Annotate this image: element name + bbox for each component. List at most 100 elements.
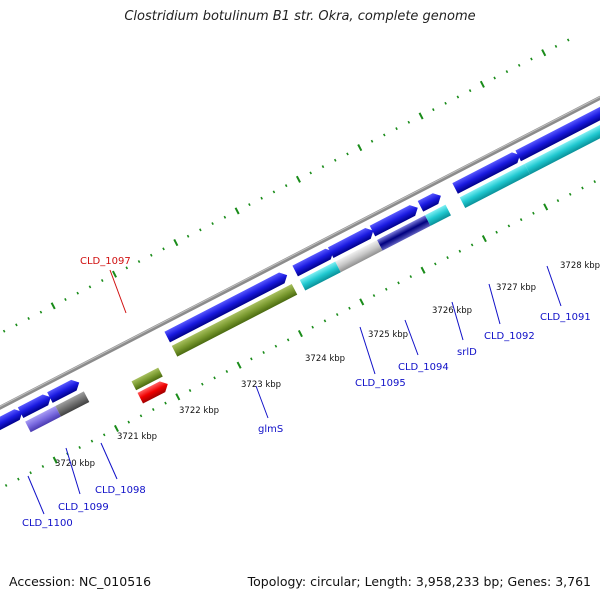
scale-tick xyxy=(211,222,214,226)
scale-tick xyxy=(17,477,20,481)
scale-tick xyxy=(201,382,204,386)
gene-CLD_1099-arrow[interactable] xyxy=(25,406,61,433)
scale-tick xyxy=(321,165,325,169)
accession-text: Accession: NC_010516 xyxy=(9,574,152,589)
gene-label-CLD_1094[interactable]: CLD_1094 xyxy=(398,362,449,373)
scale-tick xyxy=(112,270,118,278)
scale-tick xyxy=(250,357,253,361)
scale-tick xyxy=(225,370,229,373)
scale-tick xyxy=(260,196,263,200)
gene-glmS-arrow[interactable] xyxy=(171,284,298,357)
scale-tick xyxy=(446,256,449,260)
scale-tick xyxy=(248,203,251,207)
gene-srlD-arrow[interactable] xyxy=(377,215,431,251)
inner-tick-ring xyxy=(4,180,597,487)
scale-tick xyxy=(554,44,558,48)
scale-tick xyxy=(137,260,141,264)
kbp-label: 3728 kbp xyxy=(560,261,600,271)
scale-tick xyxy=(162,247,165,251)
scale-tick xyxy=(151,408,155,411)
genome-backbone xyxy=(0,95,600,430)
scale-tick xyxy=(444,101,447,105)
gene-CLD_1095-arrow[interactable] xyxy=(299,261,341,291)
gene-CLD_1099-plus-arrow[interactable] xyxy=(17,392,54,419)
scale-tick xyxy=(139,414,143,418)
scale-tick xyxy=(456,95,460,99)
kbp-label: 3727 kbp xyxy=(496,283,536,293)
gene-CLD_1092-arrow[interactable] xyxy=(425,204,451,226)
scale-tick xyxy=(223,215,227,219)
gene-CLD_1092-plus-arrow[interactable] xyxy=(417,190,444,212)
scale-tick xyxy=(90,439,94,443)
scale-tick xyxy=(383,133,386,137)
scale-tick xyxy=(150,253,153,257)
gene-CLD_1098-plus-arrow[interactable] xyxy=(47,377,82,403)
scale-tick xyxy=(64,298,67,301)
scale-tick xyxy=(113,424,119,433)
gene-CLD_1098-arrow[interactable] xyxy=(55,391,90,417)
scale-tick xyxy=(372,294,376,298)
gene-CLD_1097-red-arrow[interactable] xyxy=(137,379,170,404)
gene-label-CLD_1100[interactable]: CLD_1100 xyxy=(22,518,73,529)
gene-CLD_1095-plus-arrow[interactable] xyxy=(292,246,336,277)
scale-tick xyxy=(397,281,400,285)
scale-tick xyxy=(359,298,365,306)
gene-label-CLD_1095[interactable]: CLD_1095 xyxy=(355,378,406,389)
gene-label-CLD_1092[interactable]: CLD_1092 xyxy=(484,331,535,342)
scale-tick xyxy=(125,266,129,270)
scale-tick xyxy=(335,313,339,317)
leader-line xyxy=(65,447,81,495)
scale-tick xyxy=(470,243,474,247)
kbp-label: 3721 kbp xyxy=(117,432,157,442)
scale-tick xyxy=(175,393,181,401)
scale-tick xyxy=(370,139,374,143)
kbp-label: 3726 kbp xyxy=(432,306,472,316)
scale-tick xyxy=(530,57,533,61)
gene-label-CLD_1097[interactable]: CLD_1097 xyxy=(80,256,131,267)
gene-CLD_1100-arrow[interactable] xyxy=(0,406,25,432)
scale-tick xyxy=(236,361,242,369)
scale-tick xyxy=(432,108,435,112)
gene-CLD_1091-arrow[interactable] xyxy=(459,163,531,208)
scale-tick xyxy=(348,306,351,310)
scale-tick xyxy=(333,158,337,162)
scale-tick xyxy=(479,80,485,88)
gene-labels: CLD_1100 CLD_1099 CLD_1098 CLD_1097 glmS… xyxy=(22,256,591,529)
kbp-label: 3722 kbp xyxy=(179,406,219,416)
gene-glmS-plus-arrow[interactable] xyxy=(164,270,289,343)
scale-tick xyxy=(286,338,290,342)
gene-CLD_1094-arrow[interactable] xyxy=(335,239,383,273)
scale-tick xyxy=(2,329,6,333)
scale-tick xyxy=(566,38,570,42)
kbp-scale-labels: 3720 kbp 3721 kbp 3722 kbp 3723 kbp 3724… xyxy=(55,261,600,469)
leader-line xyxy=(404,319,419,356)
gene-srlD-plus-arrow[interactable] xyxy=(369,202,421,237)
leader-line xyxy=(451,301,464,341)
scale-tick xyxy=(76,291,80,295)
kbp-label: 3723 kbp xyxy=(241,380,281,390)
gene-label-CLD_1099[interactable]: CLD_1099 xyxy=(58,502,109,513)
scale-tick xyxy=(29,471,32,475)
genome-stats-text: Topology: circular; Length: 3,958,233 bp… xyxy=(247,574,591,589)
kbp-label: 3725 kbp xyxy=(368,330,408,340)
gene-next-minus-arrow[interactable] xyxy=(524,118,600,175)
scale-tick xyxy=(481,235,487,243)
scale-tick xyxy=(52,456,58,464)
gene-label-glmS[interactable]: glmS xyxy=(258,424,283,435)
leader-line xyxy=(109,269,127,314)
leader-line xyxy=(100,442,118,480)
gene-CLD_1097-arrow[interactable] xyxy=(131,367,163,391)
gene-label-CLD_1091[interactable]: CLD_1091 xyxy=(540,312,591,323)
scale-tick xyxy=(188,389,192,392)
gene-label-CLD_1098[interactable]: CLD_1098 xyxy=(95,485,146,496)
scale-tick xyxy=(593,180,597,184)
gene-CLD_1091-plus-arrow[interactable] xyxy=(452,150,522,194)
scale-tick xyxy=(234,207,240,215)
gene-CLD_1094-plus-arrow[interactable] xyxy=(327,225,376,258)
leader-line xyxy=(359,326,376,375)
scale-tick xyxy=(164,401,167,405)
scale-tick xyxy=(568,192,572,196)
gene-label-srlD[interactable]: srlD xyxy=(457,347,477,358)
gene-next-plus-arrow[interactable] xyxy=(515,104,600,162)
